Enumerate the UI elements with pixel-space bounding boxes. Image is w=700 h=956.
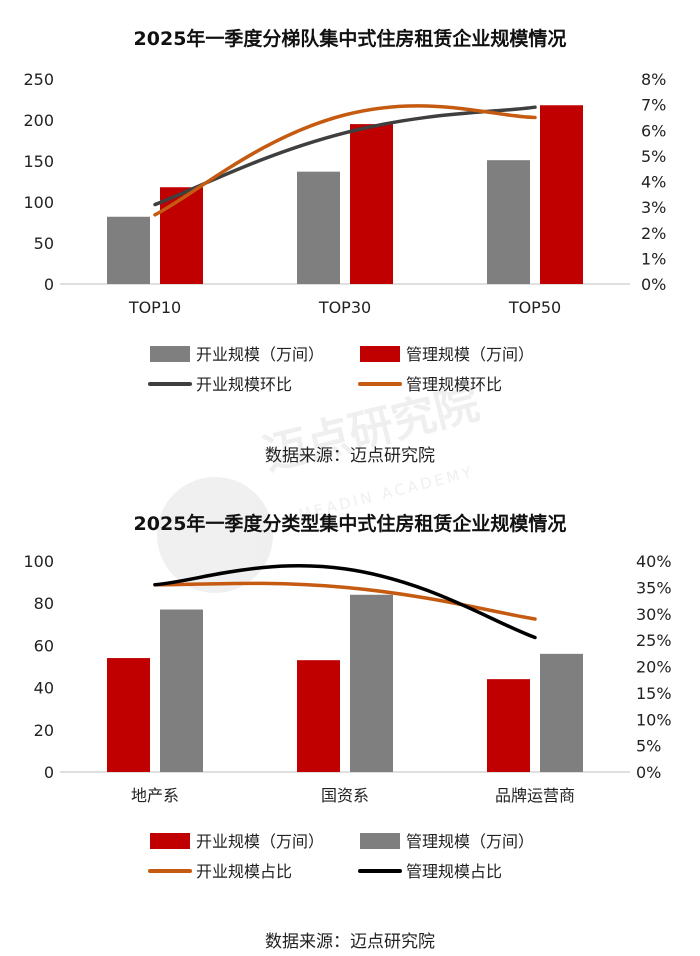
- bar: [160, 187, 203, 284]
- y-left-tick-label: 200: [23, 111, 54, 130]
- y-right-tick-label: 7%: [641, 96, 666, 115]
- y-right-tick-label: 25%: [636, 631, 672, 650]
- legend-swatch: [360, 833, 400, 849]
- y-left-tick-label: 80: [34, 594, 54, 613]
- y-left-tick-label: 60: [34, 636, 54, 655]
- legend-label: 开业规模（万间）: [196, 832, 324, 851]
- legend-label: 开业规模（万间）: [196, 345, 324, 364]
- legend-swatch: [150, 833, 190, 849]
- bar: [487, 160, 530, 284]
- bar: [107, 216, 150, 284]
- chart-legend: 开业规模（万间） 管理规模（万间） 开业规模环比 管理规模环比: [148, 345, 534, 394]
- x-tick-label: TOP30: [318, 298, 371, 317]
- y-right-tick-label: 40%: [636, 552, 672, 571]
- y-left-tick-label: 250: [23, 70, 54, 89]
- series-line: [153, 564, 537, 640]
- chart-title: 2025年一季度分类型集中式住房租赁企业规模情况: [134, 512, 567, 535]
- y-left-tick-label: 100: [23, 193, 54, 212]
- y-left-tick-label: 0: [44, 763, 54, 782]
- y-right-tick-label: 3%: [641, 198, 666, 217]
- y-right-tick-label: 0%: [641, 275, 666, 294]
- legend-label: 管理规模（万间）: [406, 832, 534, 851]
- bar: [540, 105, 583, 285]
- y-right-tick-label: 5%: [641, 147, 666, 166]
- bar: [107, 658, 150, 772]
- watermark-logo: [157, 477, 273, 593]
- watermark: 迈点研究院 MEADIN ACADEMY: [157, 378, 484, 593]
- legend-label: 管理规模（万间）: [406, 345, 534, 364]
- legend-label: 管理规模占比: [406, 862, 502, 881]
- y-right-tick-label: 0%: [636, 763, 661, 782]
- legend-label: 开业规模占比: [196, 862, 292, 881]
- legend-label: 开业规模环比: [196, 375, 292, 394]
- y-right-tick-label: 15%: [636, 684, 672, 703]
- source-note: 数据来源：迈点研究院: [265, 446, 435, 466]
- y-left-tick-label: 150: [23, 152, 54, 171]
- y-left-tick-label: 0: [44, 275, 54, 294]
- legend-swatch: [360, 346, 400, 362]
- chart-legend: 开业规模（万间） 管理规模（万间） 开业规模占比 管理规模占比: [148, 832, 534, 881]
- legend-label: 管理规模环比: [406, 375, 502, 394]
- x-tick-label: TOP10: [128, 298, 181, 317]
- bar: [350, 124, 393, 284]
- y-right-tick-label: 35%: [636, 578, 672, 597]
- x-tick-label: TOP50: [508, 298, 561, 317]
- bar: [160, 609, 203, 772]
- y-right-tick-label: 2%: [641, 224, 666, 243]
- y-right-tick-label: 10%: [636, 710, 672, 729]
- bar: [487, 679, 530, 772]
- x-tick-label: 地产系: [131, 786, 179, 805]
- y-right-tick-label: 8%: [641, 70, 666, 89]
- y-right-tick-label: 4%: [641, 173, 666, 192]
- series-line: [153, 104, 537, 217]
- y-left-tick-label: 40: [34, 679, 54, 698]
- legend-swatch: [150, 346, 190, 362]
- y-left-tick-label: 20: [34, 721, 54, 740]
- y-right-tick-label: 6%: [641, 121, 666, 140]
- bar: [297, 171, 340, 284]
- chart-type-scale: 2025年一季度分类型集中式住房租赁企业规模情况 0 20 40 60 80 100 0% 5…: [23, 512, 671, 952]
- x-tick-label: 国资系: [321, 786, 369, 805]
- y-left-tick-label: 50: [34, 234, 54, 253]
- y-right-tick-label: 30%: [636, 605, 672, 624]
- y-right-tick-label: 20%: [636, 658, 672, 677]
- chart-tier-scale: 2025年一季度分梯队集中式住房租赁企业规模情况 0 50 100 150 200 250…: [23, 27, 666, 466]
- y-right-tick-label: 1%: [641, 249, 666, 268]
- bar: [540, 653, 583, 772]
- series-line: [153, 105, 537, 207]
- y-right-tick-label: 5%: [636, 737, 661, 756]
- y-left-tick-label: 100: [23, 552, 54, 571]
- chart-title: 2025年一季度分梯队集中式住房租赁企业规模情况: [134, 27, 567, 50]
- source-note: 数据来源：迈点研究院: [265, 932, 435, 952]
- bar: [350, 594, 393, 772]
- series-line: [153, 581, 537, 621]
- bar: [297, 660, 340, 772]
- x-tick-label: 品牌运营商: [495, 786, 575, 805]
